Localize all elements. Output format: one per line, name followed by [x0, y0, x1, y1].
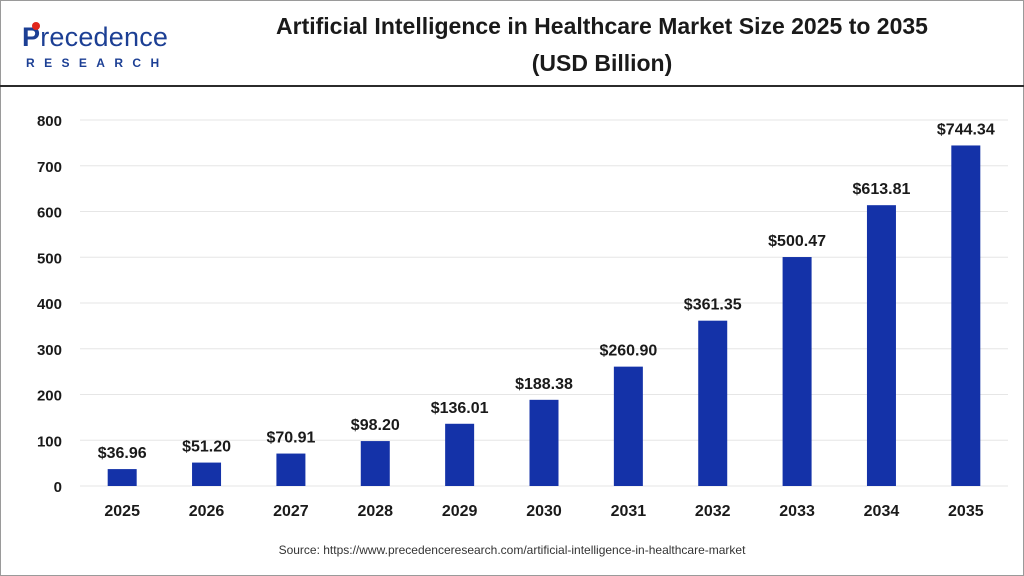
- bar-chart: 0 100 200 300 400 500 600 700 800 $36.96 $51.20 $7…: [37, 113, 1008, 520]
- bar: [360, 441, 390, 486]
- y-tick-label: 700: [37, 159, 62, 176]
- logo-wordmark: Precedence: [22, 22, 169, 52]
- x-tick-label: 2035: [948, 503, 984, 520]
- data-label: $51.20: [182, 439, 231, 456]
- x-tick-label: 2031: [611, 503, 647, 520]
- chart-title-line2: (USD Billion): [531, 50, 673, 76]
- header-divider: [0, 85, 1024, 87]
- x-tick-label: 2029: [442, 503, 478, 520]
- y-tick-label: 300: [37, 342, 62, 359]
- data-label: $36.96: [98, 445, 147, 462]
- data-label: $260.90: [599, 343, 657, 360]
- header: Precedence RESEARCH Artificial Intellige…: [0, 0, 1024, 87]
- data-label: $361.35: [684, 297, 742, 314]
- x-tick-label: 2034: [864, 503, 900, 520]
- logo-dot-icon: [32, 22, 40, 30]
- x-tick-label: 2026: [189, 503, 225, 520]
- x-tick-label: 2027: [273, 503, 309, 520]
- data-label: $70.91: [266, 430, 315, 447]
- y-tick-label: 800: [37, 113, 62, 130]
- data-label: $613.81: [853, 181, 911, 198]
- gridlines: [80, 119, 1008, 487]
- data-label: $136.01: [431, 400, 489, 417]
- logo-subtitle: RESEARCH: [26, 56, 169, 70]
- y-tick-label: 400: [37, 296, 62, 313]
- bar: [613, 366, 643, 486]
- chart-title: Artificial Intelligence in Healthcare Ma…: [180, 8, 1024, 82]
- x-tick-label: 2025: [104, 503, 140, 520]
- bar: [276, 453, 306, 486]
- x-tick-label: 2033: [779, 503, 815, 520]
- y-tick-label: 0: [54, 479, 62, 496]
- bar: [192, 462, 222, 486]
- bar: [107, 469, 137, 486]
- x-tick-label: 2030: [526, 503, 562, 520]
- source-note: Source: https://www.precedenceresearch.c…: [278, 543, 746, 557]
- x-tick-label: 2028: [357, 503, 393, 520]
- y-tick-label: 200: [37, 388, 62, 405]
- bar: [529, 399, 559, 486]
- x-tick-label: 2032: [695, 503, 731, 520]
- y-tick-label: 100: [37, 433, 62, 450]
- data-label: $744.34: [937, 121, 995, 138]
- y-tick-label: 600: [37, 205, 62, 222]
- bar: [445, 423, 475, 486]
- chart-title-line1: Artificial Intelligence in Healthcare Ma…: [276, 13, 928, 39]
- data-labels: $36.96 $51.20 $70.91 $98.20 $136.01 $188.38 $2…: [98, 121, 995, 462]
- data-label: $98.20: [351, 417, 400, 434]
- y-axis-ticks: 0 100 200 300 400 500 600 700 800: [37, 113, 62, 496]
- bar: [866, 205, 896, 486]
- x-axis-ticks: 2025 2026 2027 2028 2029 2030 2031 2032 2033 2034…: [104, 503, 983, 520]
- precedence-research-logo: Precedence RESEARCH: [22, 14, 172, 70]
- bar: [951, 145, 981, 486]
- y-tick-label: 500: [37, 250, 62, 267]
- bar: [698, 320, 728, 486]
- data-label: $500.47: [768, 233, 826, 250]
- bars: [107, 145, 981, 486]
- data-label: $188.38: [515, 376, 573, 393]
- bar: [782, 257, 812, 486]
